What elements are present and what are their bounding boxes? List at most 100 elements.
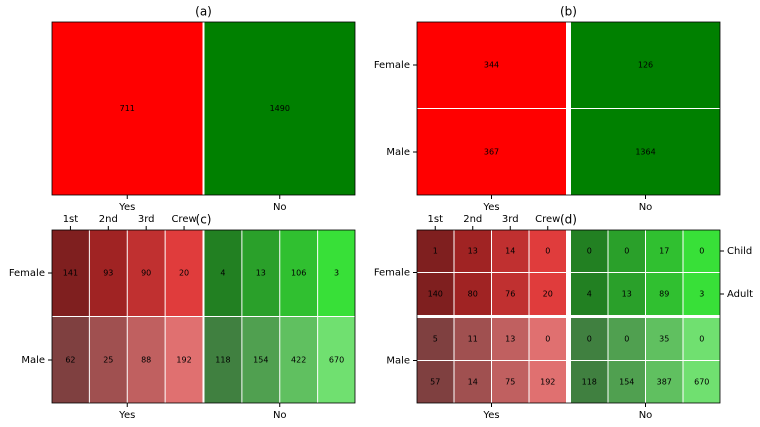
tile — [204, 22, 355, 195]
tile — [571, 361, 608, 403]
tile-label: 88 — [141, 356, 151, 365]
right-tick-label: Adult — [727, 289, 753, 300]
tile-label: 670 — [694, 378, 709, 387]
tile — [280, 230, 318, 316]
right-tick-label: Child — [727, 246, 752, 257]
tile-label: 13 — [256, 269, 266, 278]
tile-label: 192 — [540, 378, 555, 387]
tile-label: 118 — [215, 356, 230, 365]
tile — [646, 318, 683, 360]
tile-label: 25 — [103, 356, 113, 365]
tile-label: 20 — [179, 269, 189, 278]
tile-label: 76 — [505, 290, 515, 299]
tile-label: 5 — [433, 335, 438, 344]
tile — [127, 230, 165, 316]
tile-label: 13 — [622, 290, 632, 299]
tile — [571, 273, 608, 315]
tile-label: 154 — [619, 378, 634, 387]
tile-label: 1364 — [635, 148, 655, 157]
panel-title: (c) — [196, 213, 212, 227]
tile-label: 90 — [141, 269, 151, 278]
tile-label: 4 — [220, 269, 225, 278]
tile — [454, 273, 491, 315]
tile — [608, 273, 645, 315]
tile — [608, 230, 645, 272]
tile — [242, 317, 280, 403]
tile — [417, 361, 454, 403]
tile-label: 387 — [657, 378, 672, 387]
tile-label: 57 — [430, 378, 440, 387]
tile-label: 0 — [545, 335, 550, 344]
tile — [204, 230, 242, 316]
top-tick-label: 2nd — [99, 214, 118, 225]
top-tick-label: Crew — [171, 214, 196, 225]
tile-label: 80 — [468, 290, 478, 299]
tile — [646, 230, 683, 272]
tile-label: 106 — [291, 269, 306, 278]
tile-label: 0 — [699, 247, 704, 256]
panel-title: (a) — [195, 5, 212, 19]
tile — [646, 361, 683, 403]
x-tick-label: Yes — [118, 410, 135, 421]
tile-label: 89 — [659, 290, 669, 299]
tile-label: 20 — [543, 290, 553, 299]
tile — [417, 109, 566, 195]
y-tick-label: Female — [9, 268, 45, 279]
tile-label: 126 — [638, 61, 653, 70]
tile — [454, 318, 491, 360]
x-tick-label: Yes — [482, 202, 499, 213]
x-tick-label: No — [273, 410, 287, 421]
tile-label: 711 — [120, 104, 135, 113]
tile — [417, 230, 454, 272]
tile — [492, 273, 529, 315]
y-tick-label: Male — [21, 355, 45, 366]
tile-label: 1490 — [270, 104, 290, 113]
top-tick-label: Crew — [535, 214, 560, 225]
tile-label: 93 — [103, 269, 113, 278]
tile-label: 154 — [253, 356, 268, 365]
tile — [683, 273, 720, 315]
tile-label: 0 — [545, 247, 550, 256]
axes-frame — [51, 229, 356, 404]
tile-label: 0 — [587, 335, 592, 344]
tile — [683, 230, 720, 272]
tile-label: 344 — [484, 61, 499, 70]
tile-label: 17 — [659, 247, 669, 256]
tile — [529, 230, 566, 272]
tile — [454, 361, 491, 403]
tile — [454, 230, 491, 272]
tile — [571, 109, 720, 195]
tile-label: 367 — [484, 148, 499, 157]
tile-label: 13 — [505, 335, 515, 344]
tile-label: 0 — [587, 247, 592, 256]
tile — [52, 317, 89, 403]
tile — [242, 230, 280, 316]
panel-title: (d) — [560, 213, 577, 227]
top-tick-label: 1st — [63, 214, 79, 225]
panel-title: (b) — [560, 5, 577, 19]
tile — [492, 361, 529, 403]
tile-label: 0 — [699, 335, 704, 344]
tile-label: 62 — [65, 356, 75, 365]
tile — [571, 318, 608, 360]
tile-label: 192 — [176, 356, 191, 365]
tile — [318, 317, 355, 403]
tile-label: 118 — [582, 378, 597, 387]
y-tick-label: Female — [374, 268, 410, 279]
y-tick-label: Male — [386, 147, 410, 158]
tile — [165, 230, 203, 316]
y-tick-label: Male — [386, 356, 410, 367]
tile — [165, 317, 203, 403]
tile — [89, 230, 127, 316]
tile — [89, 317, 127, 403]
tile — [52, 230, 89, 316]
tile-label: 422 — [291, 356, 306, 365]
tile — [529, 318, 566, 360]
tile — [608, 318, 645, 360]
tile-label: 141 — [63, 269, 78, 278]
tile-label: 0 — [624, 247, 629, 256]
x-tick-label: Yes — [482, 410, 499, 421]
axes-frame — [51, 21, 356, 196]
tile-label: 3 — [699, 290, 704, 299]
top-tick-label: 3rd — [502, 214, 519, 225]
